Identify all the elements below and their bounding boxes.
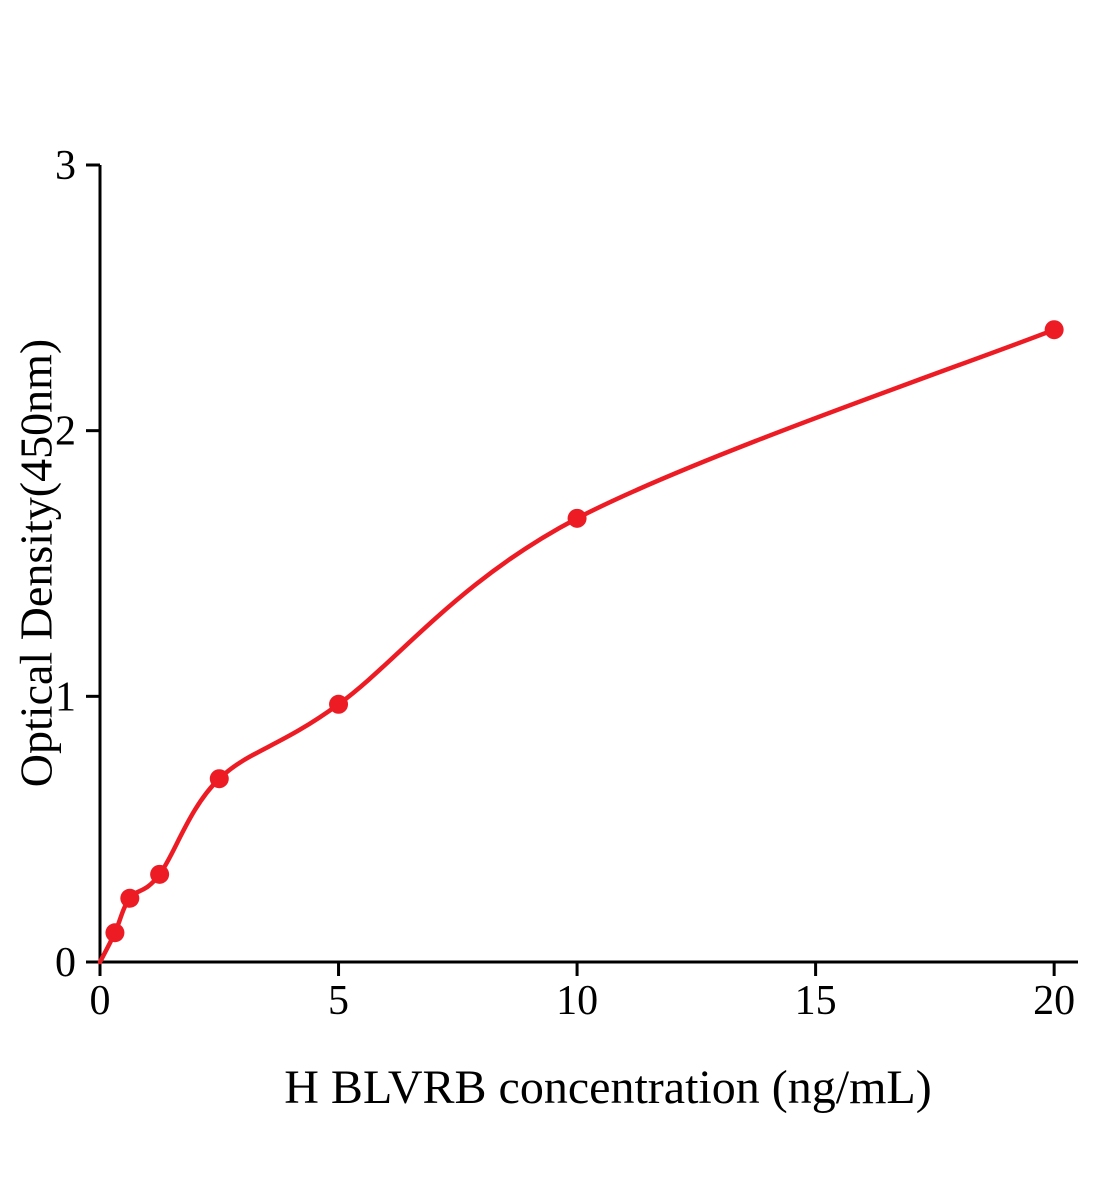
data-point (150, 864, 170, 884)
data-point (567, 508, 587, 528)
y-tick-label: 2 (55, 409, 76, 455)
y-tick-label: 0 (55, 940, 76, 986)
x-tick-label: 10 (556, 978, 598, 1024)
data-point (209, 769, 229, 789)
x-tick-label: 5 (328, 978, 349, 1024)
y-tick-label: 3 (55, 143, 76, 189)
x-axis-label: H BLVRB concentration (ng/mL) (284, 1061, 932, 1114)
data-point (1044, 320, 1064, 340)
x-tick-label: 0 (90, 978, 111, 1024)
data-point (120, 888, 140, 908)
x-tick-label: 15 (795, 978, 837, 1024)
y-axis-label: Optical Density(450nm) (10, 338, 62, 788)
fit-curve (97, 327, 1057, 965)
x-tick-label: 20 (1033, 978, 1075, 1024)
data-point (329, 694, 349, 714)
data-point (105, 923, 125, 943)
y-tick-label: 1 (55, 674, 76, 720)
